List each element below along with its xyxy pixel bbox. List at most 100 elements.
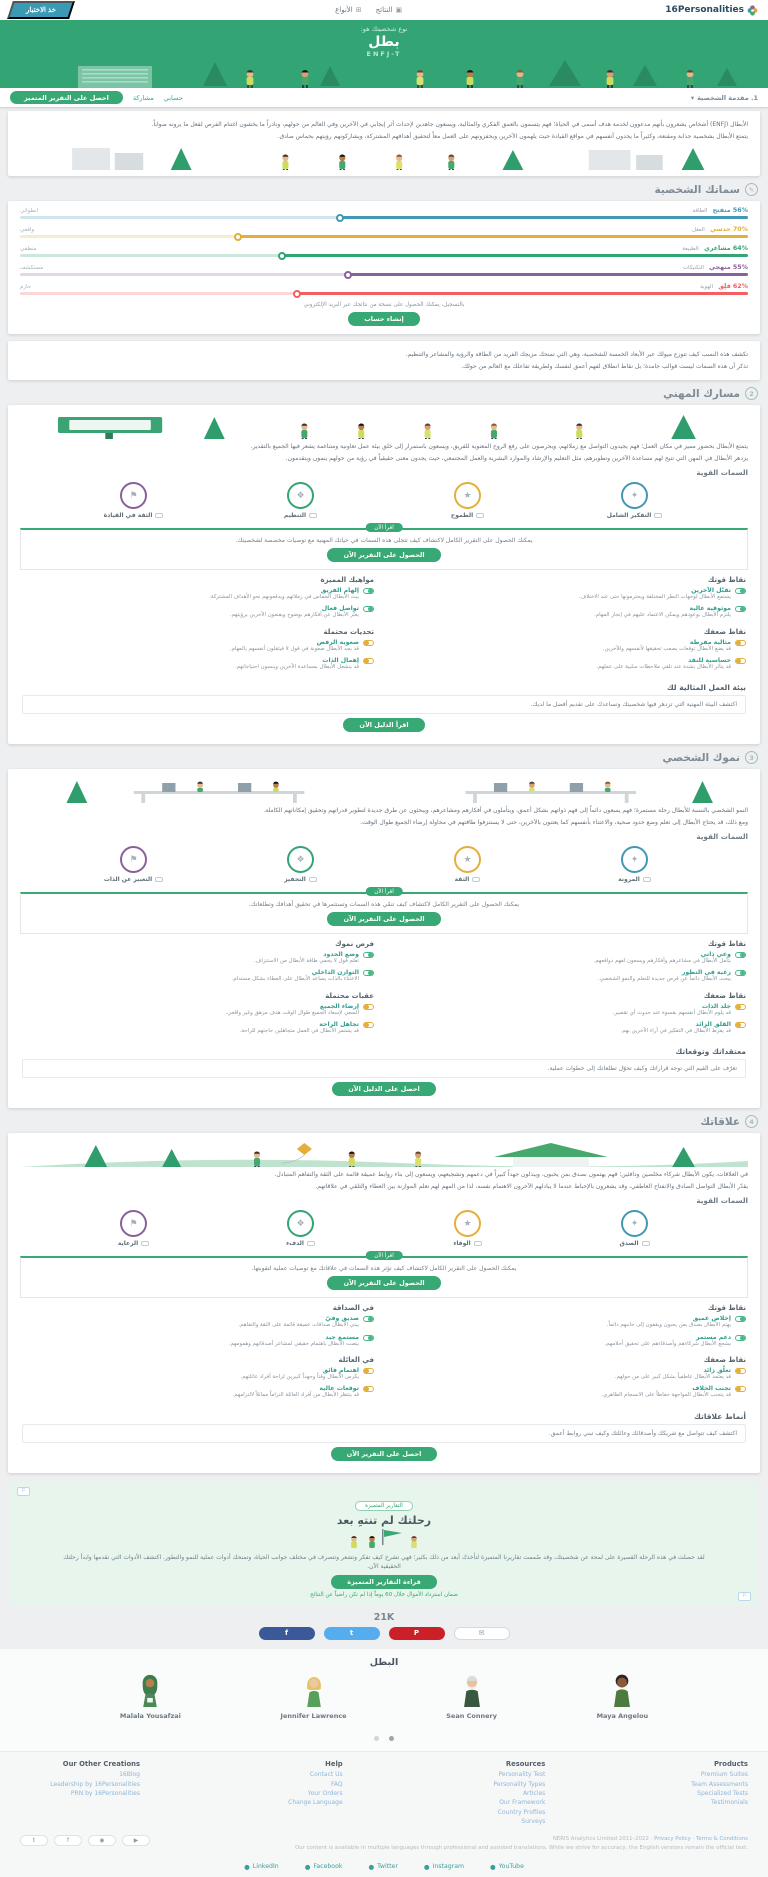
facebook-link[interactable]: ● Facebook: [304, 1862, 343, 1871]
toggle-pill-icon[interactable]: [363, 639, 374, 646]
facebook-icon[interactable]: f: [54, 1835, 82, 1847]
toggle-pill-icon[interactable]: [363, 1022, 374, 1029]
strength-card[interactable]: ✦ المرونة: [570, 846, 700, 883]
take-test-button[interactable]: خذ الاختبار: [7, 1, 75, 19]
footer-link[interactable]: Premium Suites: [700, 1771, 748, 1779]
toggle-pill-icon[interactable]: [735, 970, 746, 977]
toggle-pill-icon[interactable]: [363, 1316, 374, 1323]
read-guide-button[interactable]: احصل على الدليل الآن: [332, 1082, 436, 1097]
footer-link[interactable]: Surveys: [521, 1817, 546, 1825]
list-item-title[interactable]: تعلّق زائد: [703, 1366, 731, 1374]
strength-card[interactable]: ★ الوفاء: [403, 1210, 533, 1247]
terms-link[interactable]: Terms & Conditions: [695, 1836, 748, 1843]
twitter-link[interactable]: ● Twitter: [368, 1862, 398, 1871]
strength-card[interactable]: ★ الطموح: [403, 482, 533, 519]
footer-link[interactable]: Your Orders: [307, 1789, 343, 1797]
slider-knob[interactable]: [292, 289, 301, 298]
toggle-pill-icon[interactable]: [363, 1367, 374, 1374]
trait-slider[interactable]: [20, 232, 748, 241]
trait-slider[interactable]: [20, 251, 748, 260]
footer-link[interactable]: Leadership by 16Personalities: [50, 1780, 140, 1788]
footer-link[interactable]: Change Language: [288, 1799, 343, 1807]
list-item-title[interactable]: رغبة في التطور: [681, 969, 731, 977]
famous-person-card[interactable]: Maya Angelou: [597, 1673, 648, 1721]
facebook-share-button[interactable]: f: [258, 1626, 315, 1640]
trait-slider[interactable]: [20, 213, 748, 222]
strength-card[interactable]: ⚑ الرعاية: [69, 1210, 199, 1247]
list-item-title[interactable]: وعي ذاتي: [700, 951, 731, 959]
nav-results[interactable]: ▣ النتائج: [376, 6, 403, 14]
trait-slider[interactable]: [20, 270, 748, 279]
list-item-title[interactable]: إهمال الذات: [322, 656, 359, 664]
carousel-dot[interactable]: [374, 1736, 380, 1742]
toggle-pill-icon[interactable]: [363, 657, 374, 664]
toggle-pill-icon[interactable]: [363, 1334, 374, 1341]
premium-report-button[interactable]: احصل على التقرير المتميز: [10, 91, 123, 104]
toggle-pill-icon[interactable]: [735, 588, 746, 594]
list-item-title[interactable]: إلهام الفريق: [320, 587, 359, 594]
toggle-pill-icon[interactable]: [363, 970, 374, 977]
famous-person-card[interactable]: Jennifer Lawrence: [281, 1673, 347, 1721]
list-item-title[interactable]: مثالية مفرطة: [689, 638, 731, 646]
toggle-pill-icon[interactable]: [735, 1334, 746, 1341]
famous-person-card[interactable]: Malala Yousafzai: [120, 1673, 181, 1721]
list-item-title[interactable]: تجنب الخلاف: [692, 1385, 731, 1393]
footer-link[interactable]: Personality Test: [498, 1771, 546, 1779]
list-item-title[interactable]: القلق الزائد: [695, 1021, 731, 1029]
read-now-pill[interactable]: اقرأ الآن: [365, 887, 403, 897]
list-item-title[interactable]: تقبّل الآخرين: [691, 587, 731, 594]
list-item-title[interactable]: تواصل فعال: [321, 605, 359, 613]
privacy-policy-link[interactable]: Privacy Policy: [654, 1836, 691, 1843]
toggle-pill-icon[interactable]: [735, 1022, 746, 1029]
carousel-dot[interactable]: [388, 1736, 394, 1742]
list-item-title[interactable]: صديق وفيّ: [325, 1315, 359, 1323]
get-report-button[interactable]: الحصول على التقرير الآن: [327, 1276, 441, 1291]
email-share-button[interactable]: ✉: [453, 1626, 510, 1640]
famous-person-card[interactable]: Sean Connery: [446, 1673, 497, 1721]
get-report-button[interactable]: الحصول على التقرير الآن: [327, 912, 441, 927]
toggle-pill-icon[interactable]: [735, 606, 746, 613]
footer-link[interactable]: Specialized Tests: [697, 1789, 748, 1797]
toggle-pill-icon[interactable]: [735, 1386, 746, 1393]
pinterest-share-button[interactable]: P: [388, 1626, 445, 1640]
list-item-title[interactable]: تجاهل الراحة: [319, 1021, 359, 1029]
footer-link[interactable]: Our Framework: [499, 1799, 546, 1807]
toggle-pill-icon[interactable]: [363, 588, 374, 594]
list-item-title[interactable]: حساسية للنقد: [688, 656, 731, 664]
slider-knob[interactable]: [278, 251, 287, 260]
footer-link[interactable]: Articles: [522, 1789, 546, 1797]
strength-card[interactable]: ✦ الصدق: [570, 1210, 700, 1247]
instagram-icon[interactable]: ◉: [88, 1835, 116, 1847]
strength-card[interactable]: ★ الثقة: [403, 846, 533, 883]
list-item-title[interactable]: اهتمام فائق: [322, 1366, 359, 1374]
translation-flag-icon[interactable]: ⚐: [738, 1591, 751, 1601]
instagram-link[interactable]: ● Instagram: [423, 1862, 465, 1871]
nav-types[interactable]: ⊞ الأنواع: [335, 6, 362, 14]
footer-link[interactable]: 16Blog: [119, 1771, 140, 1779]
linkedin-link[interactable]: ● LinkedIn: [244, 1862, 279, 1871]
list-item-title[interactable]: وضع الحدود: [323, 951, 359, 959]
list-item-title[interactable]: جلد الذات: [701, 1002, 731, 1010]
slider-knob[interactable]: [343, 270, 352, 279]
list-item-title[interactable]: مستمع جيد: [325, 1333, 359, 1341]
strength-card[interactable]: ❖ الدفء: [236, 1210, 366, 1247]
youtube-icon[interactable]: ▶: [122, 1835, 150, 1847]
premium-reports-button[interactable]: قراءة التقارير المتميزة: [331, 1574, 437, 1589]
toggle-pill-icon[interactable]: [735, 952, 746, 959]
toggle-pill-icon[interactable]: [735, 1316, 746, 1323]
strength-card[interactable]: ❖ التنظيم: [236, 482, 366, 519]
toggle-pill-icon[interactable]: [363, 1003, 374, 1010]
twitter-icon[interactable]: t: [20, 1835, 48, 1847]
strength-card[interactable]: ✦ التفكير الشامل: [570, 482, 700, 519]
footer-link[interactable]: Personality Types: [493, 1780, 546, 1788]
slider-knob[interactable]: [234, 232, 243, 241]
footer-link[interactable]: Contact Us: [309, 1771, 343, 1779]
list-item-title[interactable]: توقعات عالية: [319, 1385, 359, 1393]
read-guide-button[interactable]: اقرأ الدليل الآن: [343, 718, 425, 733]
footer-link[interactable]: FAQ: [331, 1780, 343, 1788]
slider-knob[interactable]: [336, 213, 345, 222]
twitter-share-button[interactable]: t: [323, 1626, 380, 1640]
list-item-title[interactable]: إرضاء الجميع: [319, 1002, 359, 1010]
strength-card[interactable]: ❖ التحفيز: [236, 846, 366, 883]
share-link[interactable]: مشاركة: [132, 93, 154, 102]
